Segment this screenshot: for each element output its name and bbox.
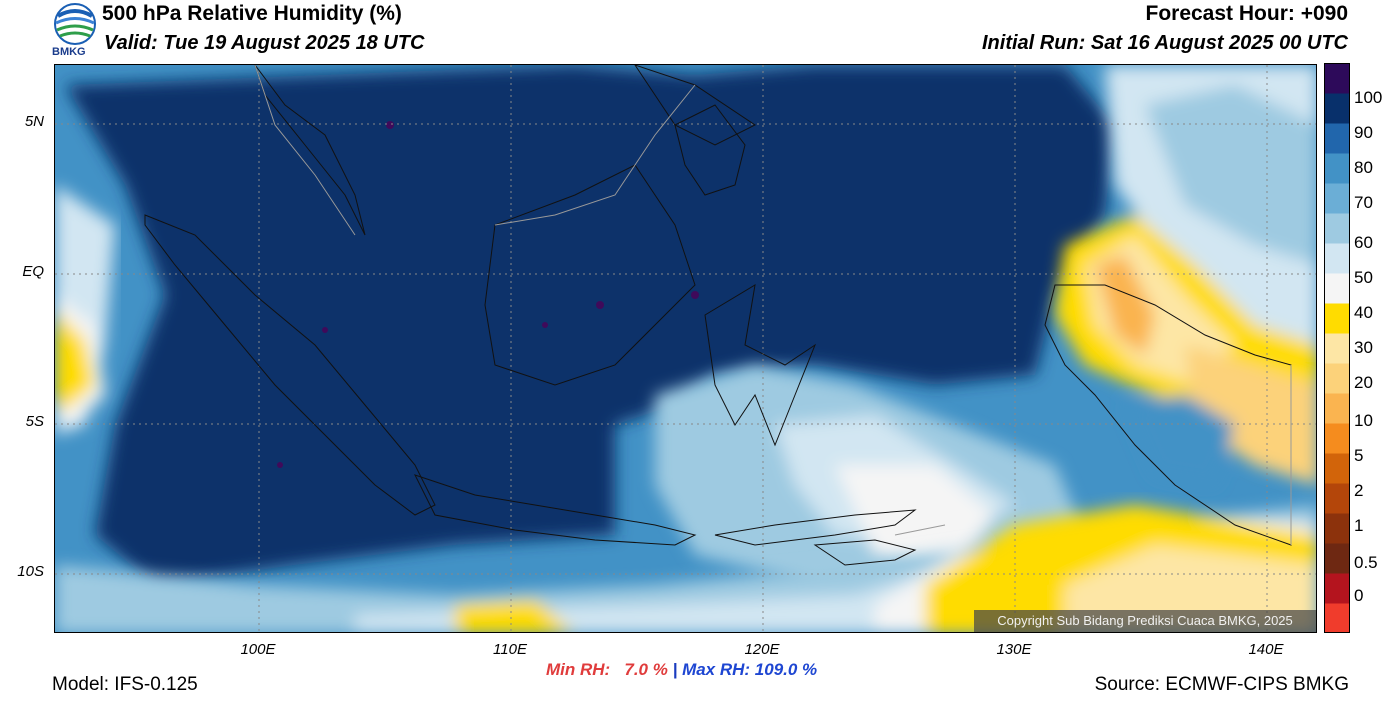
colorbar-segment <box>1324 513 1350 544</box>
colorbar-segment <box>1324 603 1350 634</box>
humidity-map[interactable] <box>54 64 1317 633</box>
rh-high-zone-west <box>65 65 1115 585</box>
colorbar-label: 0 <box>1354 586 1364 605</box>
colorbar-segment <box>1324 153 1350 184</box>
coastlines <box>144 65 1292 566</box>
rh-low-zone-east <box>1055 65 1316 485</box>
colorbar-label: 2 <box>1354 481 1364 500</box>
colorbar-label: 10 <box>1354 411 1373 430</box>
colorbar-label: 5 <box>1354 446 1364 465</box>
colorbar-label: 20 <box>1354 373 1373 392</box>
colorbar-label: 70 <box>1354 193 1373 212</box>
colorbar-segment <box>1324 393 1350 424</box>
map-title: 500 hPa Relative Humidity (%) <box>102 2 402 25</box>
colorbar-segment <box>1324 273 1350 304</box>
lat-label-5n: 5N <box>24 113 44 130</box>
borders <box>254 65 1292 545</box>
colorbar-segment <box>1324 63 1350 94</box>
colorbar-segment <box>1324 333 1350 364</box>
source-info: Source: ECMWF-CIPS BMKG <box>1094 674 1349 695</box>
lon-label-120e: 120E <box>744 641 780 658</box>
colorbar-segment <box>1324 423 1350 454</box>
logo-text: BMKG <box>52 46 86 58</box>
colorbar-segment <box>1324 243 1350 274</box>
colorbar-segment <box>1324 453 1350 484</box>
map-graticule <box>55 65 1316 632</box>
colorbar-segment <box>1324 93 1350 124</box>
lon-label-130e: 130E <box>996 641 1032 658</box>
colorbar-label: 90 <box>1354 123 1373 142</box>
stats-separator: | <box>667 660 683 679</box>
colorbar-segment <box>1324 483 1350 514</box>
colorbar-label: 40 <box>1354 303 1373 322</box>
colorbar-label: 80 <box>1354 158 1373 177</box>
rh-max-specks <box>277 121 699 468</box>
colorbar-label: 50 <box>1354 268 1373 287</box>
colorbar-segment <box>1324 573 1350 604</box>
lat-label-10s: 10S <box>17 563 44 580</box>
colorbar-segment <box>1324 543 1350 574</box>
colorbar-border <box>1324 63 1350 633</box>
lat-label-eq: EQ <box>22 263 44 280</box>
lat-label-5s: 5S <box>25 413 44 430</box>
max-rh: Max RH: 109.0 % <box>682 660 818 679</box>
forecast-hour: Forecast Hour: +090 <box>1145 2 1349 25</box>
colorbar-label: 0.5 <box>1354 553 1378 572</box>
colorbar-segment <box>1324 183 1350 214</box>
lon-label-140e: 140E <box>1248 641 1284 658</box>
colorbar-label: 1 <box>1354 516 1364 535</box>
model-info: Model: IFS-0.125 <box>52 674 198 695</box>
colorbar-segment <box>1324 123 1350 154</box>
bmkg-logo <box>50 2 100 62</box>
colorbar <box>1324 63 1350 634</box>
colorbar-label: 100 <box>1354 88 1383 107</box>
lon-label-100e: 100E <box>240 641 276 658</box>
colorbar-label: 30 <box>1354 338 1373 357</box>
initial-run: Initial Run: Sat 16 August 2025 00 UTC <box>981 32 1348 54</box>
colorbar-segment <box>1324 303 1350 334</box>
rh-low-zone-west <box>55 185 115 435</box>
valid-time: Valid: Tue 19 August 2025 18 UTC <box>104 32 425 54</box>
colorbar-label: 60 <box>1354 233 1373 252</box>
rh-stats: Min RH: 7.0 % | Max RH: 109.0 % <box>546 660 817 680</box>
colorbar-segment <box>1324 363 1350 394</box>
min-rh: Min RH: 7.0 % <box>546 660 668 679</box>
lon-label-110e: 110E <box>493 641 527 658</box>
copyright-notice: Copyright Sub Bidang Prediksi Cuaca BMKG… <box>974 610 1316 632</box>
colorbar-segment <box>1324 213 1350 244</box>
